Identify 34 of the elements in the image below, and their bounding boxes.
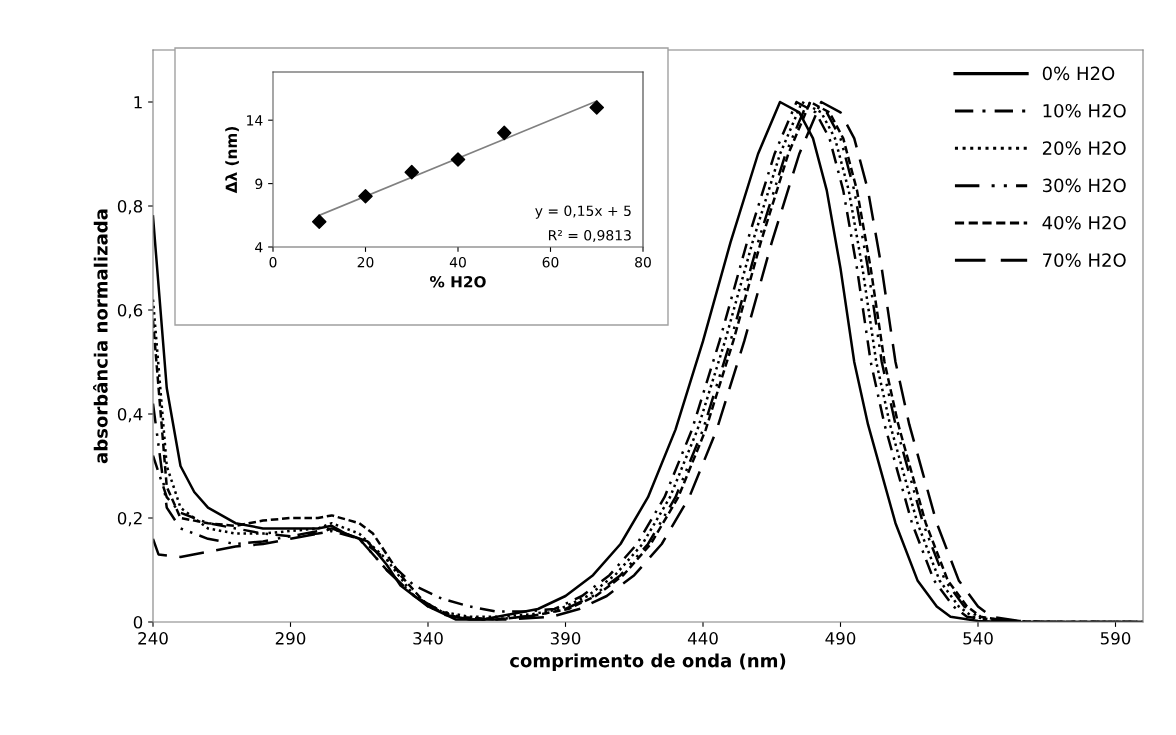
y-tick-label: 0	[133, 615, 143, 629]
x-tick-label: 290	[275, 632, 306, 645]
x-tick-label: 40	[449, 256, 466, 268]
x-tick-label: 390	[550, 632, 581, 645]
y-tick-label: 0,6	[117, 303, 143, 319]
x-tick-label: 80	[635, 256, 651, 268]
legend-label: 10% H2O	[1043, 103, 1126, 118]
legend-label: 30% H2O	[1042, 178, 1126, 193]
x-tick-label: 0	[269, 256, 277, 268]
x-tick-label: 340	[413, 632, 443, 645]
annotation: R² = 0,9813	[548, 230, 631, 242]
y-axis-title: absorbância normalizada	[93, 209, 108, 464]
x-tick-label: 540	[963, 632, 993, 645]
x-tick-label: 240	[138, 632, 168, 645]
legend-label: 20% H2O	[1042, 141, 1126, 155]
x-axis-title: % H2O	[429, 275, 486, 288]
legend-label: 70% H2O	[1043, 253, 1126, 267]
legend-label: 40% H2O	[1042, 215, 1126, 230]
x-tick-label: 440	[687, 632, 718, 645]
x-axis-title: comprimento de onda (nm)	[510, 653, 786, 671]
x-tick-label: 590	[1100, 632, 1131, 645]
annotation: y = 0,15x + 5	[535, 205, 631, 219]
x-tick-label: 60	[542, 256, 559, 268]
x-tick-label: 20	[357, 256, 374, 268]
legend-label: 0% H2O	[1042, 66, 1115, 81]
y-tick-label: 9	[255, 178, 263, 190]
y-tick-label: 1	[134, 96, 142, 109]
y-tick-label: 0,4	[117, 407, 143, 423]
x-tick-label: 490	[825, 632, 856, 645]
y-axis-title: Δλ (nm)	[225, 127, 239, 194]
y-tick-label: 14	[247, 115, 263, 126]
y-tick-label: 0,2	[117, 511, 142, 527]
y-tick-label: 4	[255, 242, 263, 253]
y-tick-label: 0,8	[117, 199, 143, 215]
